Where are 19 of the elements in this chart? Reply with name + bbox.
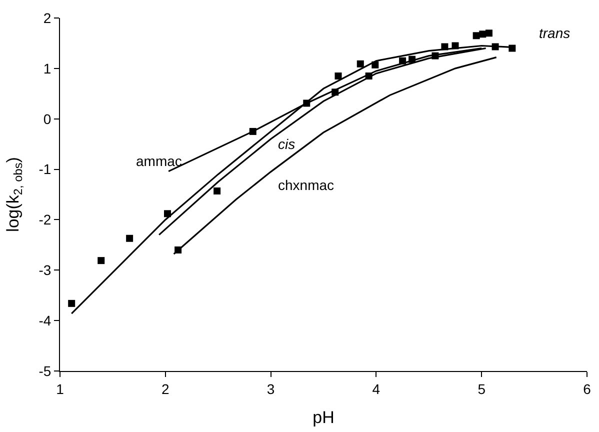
y-tick-label: -1 xyxy=(38,161,52,178)
series-label: ammac xyxy=(136,153,182,169)
series-label: chxnmac xyxy=(278,177,334,193)
y-tick-label: -2 xyxy=(38,212,52,228)
x-axis-title: pH xyxy=(312,408,334,428)
y-tick-label: -4 xyxy=(38,312,52,328)
x-tick-label: 5 xyxy=(478,380,486,397)
x-tick-label: 6 xyxy=(583,380,592,397)
y-tick-label: 1 xyxy=(43,60,52,76)
y-tick-label: 0 xyxy=(43,110,52,127)
y-tick-label: -5 xyxy=(38,362,52,379)
x-tick-label: 1 xyxy=(56,380,64,397)
x-tick-label: 4 xyxy=(372,380,380,397)
y-tick-label: -3 xyxy=(38,262,52,278)
x-tick-label: 2 xyxy=(162,380,170,397)
x-tick-label: 3 xyxy=(266,380,275,397)
y-tick-label: 2 xyxy=(43,10,52,26)
series-label: trans xyxy=(539,25,570,41)
series-label: cis xyxy=(278,136,296,152)
